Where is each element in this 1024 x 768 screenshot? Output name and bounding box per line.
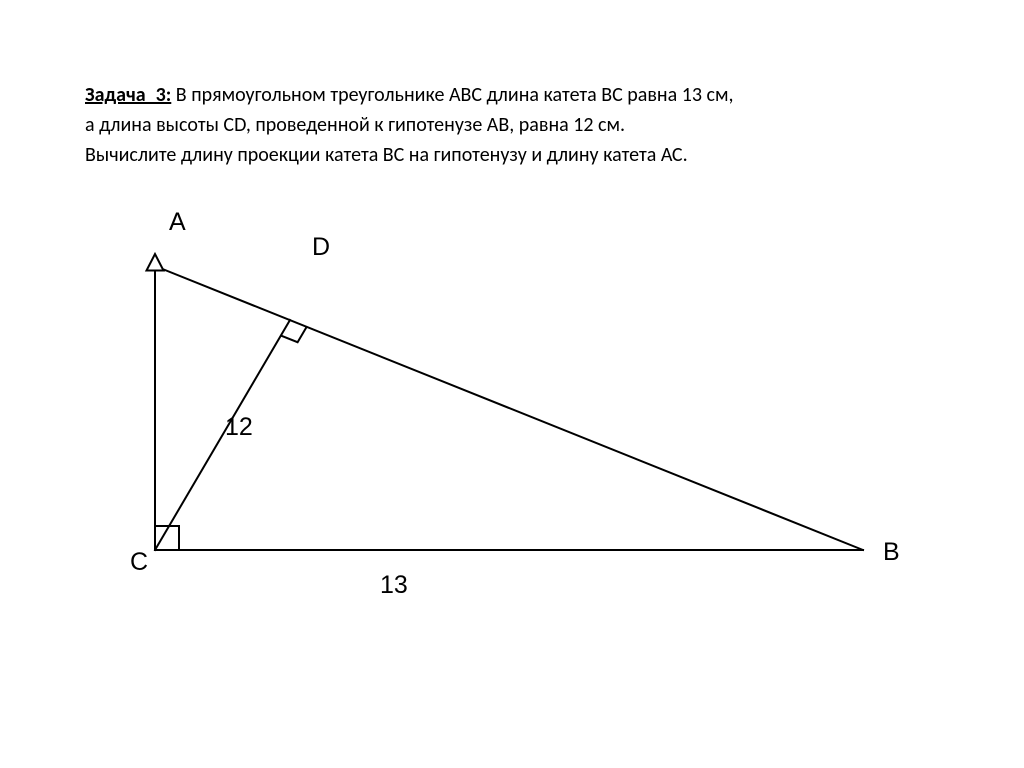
svg-text:В: В — [883, 538, 900, 566]
vertex-labels: А В С D — [130, 208, 900, 576]
problem-line-2: а длина высоты CD, проведенной к гипотен… — [85, 113, 625, 137]
problem-statement: Задача_3: В прямоугольном треугольнике А… — [85, 80, 905, 170]
svg-text:С: С — [130, 548, 148, 576]
dimension-labels: 12 13 — [225, 413, 408, 599]
geometry-diagram: А В С D 12 13 — [85, 200, 935, 650]
problem-line-3: Вычислите длину проекции катета ВС на ги… — [85, 143, 688, 167]
page: Задача_3: В прямоугольном треугольнике А… — [0, 0, 1024, 768]
problem-line-1: В прямоугольном треугольнике АВС длина к… — [171, 83, 733, 107]
svg-text:13: 13 — [380, 571, 408, 599]
svg-text:А: А — [169, 208, 186, 236]
svg-text:12: 12 — [225, 413, 253, 441]
vertex-a-marker — [147, 254, 164, 271]
svg-text:D: D — [312, 233, 330, 261]
triangle-edges — [155, 266, 863, 550]
problem-label: Задача_3: — [85, 83, 171, 107]
diagram-svg: А В С D 12 13 — [85, 200, 935, 650]
